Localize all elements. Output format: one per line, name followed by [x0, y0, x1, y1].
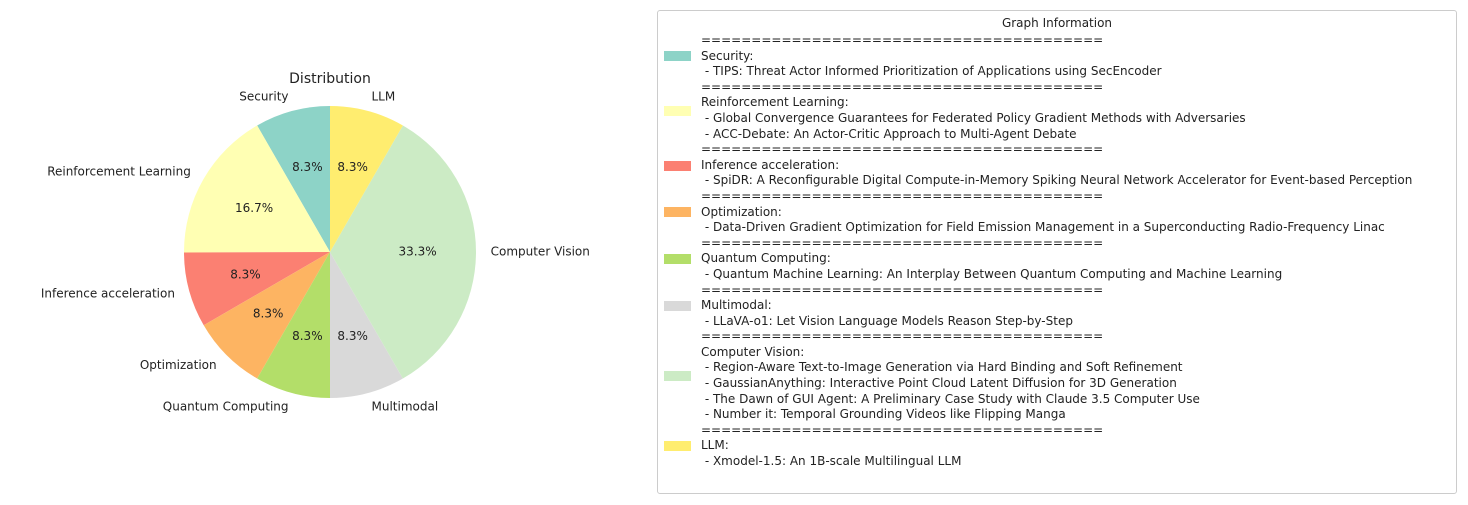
chart-title: Distribution	[289, 71, 371, 87]
slice-percent-label: 8.3%	[337, 329, 368, 343]
legend-swatch	[664, 51, 691, 62]
slice-label: Multimodal	[371, 400, 438, 414]
slice-percent-label: 8.3%	[337, 160, 368, 174]
legend-separator: ========================================	[701, 422, 1104, 437]
legend-separator: ========================================	[701, 235, 1104, 250]
legend-separator: ========================================	[701, 142, 1104, 157]
legend-paper-title: - Quantum Machine Learning: An Interplay…	[701, 266, 1283, 281]
legend-paper-title: - Xmodel-1.5: An 1B-scale Multilingual L…	[701, 454, 962, 469]
slice-percent-label: 8.3%	[292, 160, 323, 174]
pie-slice	[257, 252, 330, 398]
pie-slice	[330, 252, 403, 398]
legend-heading: Multimodal:	[701, 298, 772, 313]
legend-paper-title: - Region-Aware Text-to-Image Generation …	[701, 360, 1183, 375]
legend-title: Graph Information	[1001, 16, 1113, 30]
slice-label: Quantum Computing	[163, 400, 289, 414]
legend-swatch	[664, 371, 691, 382]
legend-separator: ========================================	[701, 329, 1104, 344]
legend-separator: ========================================	[701, 282, 1104, 297]
pie-slice	[203, 252, 330, 379]
slice-percent-label: 33.3%	[399, 245, 437, 259]
slice-label: Reinforcement Learning	[47, 164, 191, 178]
legend-paper-title: - GaussianAnything: Interactive Point Cl…	[701, 376, 1177, 391]
legend-entry: ========================================…	[658, 423, 1456, 470]
legend-heading: Security:	[701, 48, 754, 63]
slice-percent-label: 16.7%	[235, 201, 273, 215]
legend-entry: ========================================…	[658, 189, 1456, 236]
pie-slice	[183, 125, 330, 253]
legend-heading: LLM:	[701, 438, 729, 453]
legend-separator: ========================================	[701, 188, 1104, 203]
legend: Graph Information ======================…	[657, 10, 1457, 494]
pie-slice	[257, 106, 330, 252]
legend-swatch	[664, 207, 691, 218]
slice-label: LLM	[371, 89, 395, 103]
legend-separator: ========================================	[701, 33, 1104, 47]
slice-label: Computer Vision	[491, 245, 590, 259]
legend-swatch	[664, 300, 691, 311]
legend-entry: ========================================…	[658, 329, 1456, 423]
legend-separator: ========================================	[701, 79, 1104, 94]
legend-swatch	[664, 160, 691, 171]
legend-heading: Inference acceleration:	[701, 157, 840, 172]
slice-label: Security	[239, 89, 288, 103]
slice-label: Inference acceleration	[41, 286, 175, 300]
pie-slice	[330, 125, 476, 379]
slice-percent-label: 8.3%	[292, 329, 323, 343]
legend-heading: Quantum Computing:	[701, 251, 831, 266]
legend-entry: ========================================…	[658, 283, 1456, 330]
slice-percent-label: 8.3%	[253, 307, 284, 321]
legend-paper-title: - Global Convergence Guarantees for Fede…	[701, 110, 1246, 125]
legend-swatch	[664, 105, 691, 116]
legend-paper-title: - Data-Driven Gradient Optimization for …	[701, 220, 1385, 235]
legend-paper-title: - Number it: Temporal Grounding Videos l…	[701, 407, 1066, 422]
legend-entry: ========================================…	[658, 80, 1456, 142]
legend-paper-title: - SpiDR: A Reconfigurable Digital Comput…	[701, 173, 1413, 188]
pie-slice	[330, 106, 403, 252]
legend-swatch	[664, 441, 691, 452]
legend-heading: Computer Vision:	[701, 344, 805, 359]
legend-swatch	[664, 254, 691, 265]
legend-heading: Reinforcement Learning:	[701, 95, 849, 110]
pie-chart: Distribution Security 8.3% Reinforcement L…	[41, 71, 590, 414]
slice-percent-label: 8.3%	[230, 267, 261, 281]
legend-entry: ========================================…	[658, 33, 1456, 80]
legend-entry: ========================================…	[658, 142, 1456, 189]
pie-slice	[184, 252, 330, 326]
legend-paper-title: - TIPS: Threat Actor Informed Prioritiza…	[701, 64, 1162, 79]
legend-paper-title: - LLaVA-o1: Let Vision Language Models R…	[701, 313, 1073, 328]
legend-paper-title: - ACC-Debate: An Actor-Critic Approach t…	[701, 126, 1077, 141]
legend-entry: ========================================…	[658, 236, 1456, 283]
legend-heading: Optimization:	[701, 204, 782, 219]
legend-paper-title: - The Dawn of GUI Agent: A Preliminary C…	[701, 391, 1200, 406]
slice-label: Optimization	[140, 358, 217, 372]
